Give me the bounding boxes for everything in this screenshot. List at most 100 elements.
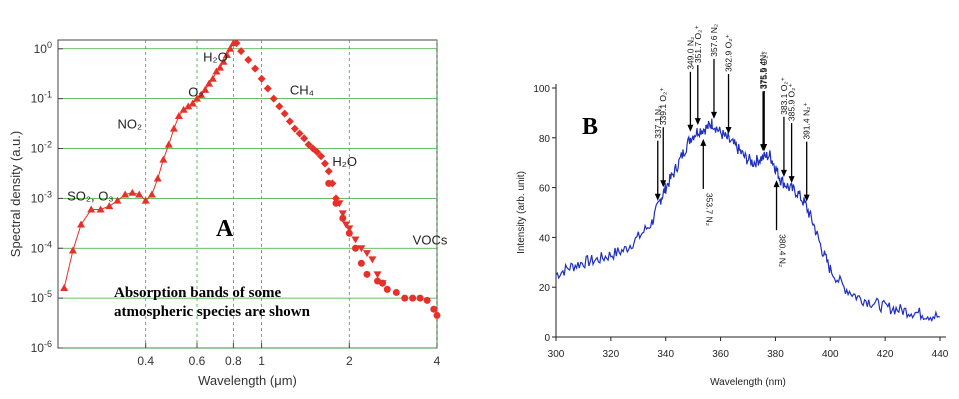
panel-a-circle-point [433, 311, 441, 319]
panel-a-triangle-point [212, 67, 221, 75]
panel-b-arrow-label: 391.4 N₂⁺ [802, 102, 812, 140]
panel-a-diamond-point [320, 159, 329, 168]
panel-b-arrow-label: 380.4 N₂ [778, 234, 788, 267]
panel-a-triangle-point [208, 74, 217, 82]
panel-b-arrow-head [654, 193, 661, 201]
panel-a-annotations: SO₂, O₃ NO₂ O₂ H₂O CH₄ H₂O VOCs [67, 50, 448, 248]
panel-a-diamond-point [295, 129, 304, 138]
panel-a-y-tick-label: 10-1 [31, 90, 52, 106]
panel-a-triangle-point [121, 190, 130, 198]
panel-b-ticks: 300 320 340 360 380 400 420 440 0 20 40 60 80 100 [533, 84, 948, 360]
panel-a-diamond-point [232, 39, 241, 48]
panel-b-arrow-head [803, 194, 810, 202]
panel-b-arrow-label: 357.6 N₂ [709, 24, 719, 57]
panel-a-triangle-down-point [368, 256, 377, 264]
panel-b-x-tick-label: 440 [932, 349, 949, 360]
panel-a-triangle-point [184, 102, 193, 110]
panel-a-note: Absorption bands of some atmospheric spec… [114, 285, 311, 320]
panel-b-y-tick-label: 80 [539, 134, 551, 145]
panel-a-triangle-point [128, 188, 137, 196]
panel-a-x-tick-label: 2 [346, 354, 353, 368]
panel-b-arrow-head [760, 144, 767, 152]
panel-a-diamond-point [280, 109, 289, 118]
panel-a-triangle-point [96, 205, 105, 213]
panel-b-arrow-label: 375.9 O₂⁺ [759, 50, 769, 89]
panel-a-diamond-point [263, 84, 272, 93]
panel-a-triangle-point [226, 44, 235, 52]
panel-b-y-tick-label: 0 [544, 333, 550, 344]
panel-a-y-tick-label: 10-4 [31, 239, 52, 255]
panel-a-triangle-point [216, 63, 225, 71]
panel-a-y-tick-label: 10-5 [31, 289, 52, 305]
panel-a-circle-point [423, 296, 431, 304]
panel-a-diamond-point [324, 167, 333, 176]
panel-a-plot-frame [57, 39, 438, 349]
panel-a-circle-point [401, 294, 409, 302]
panel-a-triangle-point [68, 246, 77, 254]
panel-a-diamond-point [275, 102, 284, 111]
panel-b-arrow-label: 362.9 O₂⁺ [724, 33, 734, 72]
panel-a-circle-point [392, 288, 400, 296]
panel-a-diamond-point [304, 140, 313, 149]
panel-a-y-tick-label: 10-3 [31, 189, 52, 205]
panel-b-x-tick-label: 320 [603, 349, 620, 360]
panel-a-y-tick-label: 10-6 [31, 339, 52, 355]
panel-b-y-tick-label: 100 [533, 84, 550, 95]
panel-b-arrow-head [660, 180, 667, 188]
panel-a-triangle-point [77, 220, 86, 228]
panel-b-x-tick-label: 380 [767, 349, 784, 360]
panel-b-x-tick-label: 340 [657, 349, 674, 360]
panel-a-triangle-point [219, 57, 228, 65]
panel-a-species-label: VOCs [413, 232, 448, 247]
panel-b-arrow-head [773, 180, 780, 188]
panel-a-diamond-point [244, 55, 253, 64]
panel-a-circle-point [363, 270, 371, 278]
panel-b-x-axis-label: Wavelength (nm) [710, 377, 786, 388]
panel-a-diamond-point [237, 47, 246, 56]
panel-a-circle-point [357, 259, 365, 267]
panel-a-circle-point [325, 179, 333, 187]
panel-b-arrow-head [700, 138, 707, 146]
panel-a-diamond-point [251, 64, 260, 73]
panel-a-triangle-down-point [351, 236, 360, 244]
panel-b-arrow-head [694, 118, 701, 126]
panel-a-species-label: SO₂, O₃ [67, 189, 113, 204]
panel-b-x-tick-label: 400 [822, 349, 839, 360]
panel-a: 0.4 0.6 0.8 1 2 410-610-510-410-310-210-1100 … [8, 39, 448, 388]
panel-b-series-line [555, 118, 941, 323]
panel-b-arrow-label: 349.0 N₂ [685, 37, 695, 70]
panel-a-diamond-point [285, 117, 294, 126]
panel-b-arrow-label: 375.5 4N₂ [758, 51, 768, 89]
panel-a-x-tick-label: 0.8 [225, 354, 242, 368]
panel-a-triangle-point [188, 99, 197, 107]
panel-b-y-tick-label: 20 [539, 283, 551, 294]
panel-a-letter: A [216, 216, 234, 242]
panel-a-circle-point [345, 229, 353, 237]
panel-a-marks [60, 39, 441, 319]
panel-a-y-axis-label: Spectral density (a.u.) [8, 131, 23, 257]
panel-a-triangle-down-point [362, 250, 371, 258]
panel-a-diamond-point [300, 134, 309, 143]
panel-a-circle-point [339, 214, 347, 222]
panel-a-triangle-point [201, 85, 210, 93]
panel-b-y-axis-label: Intensity (arb. unit) [516, 171, 527, 254]
panel-a-triangle-point [164, 140, 173, 148]
panel-b-arrow-head [710, 111, 717, 119]
panel-a-triangle-down-point [345, 225, 354, 233]
panel-a-triangle-point [87, 205, 96, 213]
panel-b-arrow-head [687, 124, 694, 132]
panel-b-y-tick-label: 60 [539, 184, 551, 195]
panel-a-triangle-down-point [373, 271, 382, 279]
panel-a-triangle-point [113, 196, 122, 204]
panel-b-axes [555, 84, 946, 338]
panel-a-triangle-point [105, 202, 114, 210]
panel-a-diamond-point [269, 94, 278, 103]
panel-a-grid [58, 40, 438, 349]
panel-a-species-label: CH₄ [290, 83, 314, 98]
panel-a-triangle-point [205, 79, 214, 87]
panel-a-diamond-point [290, 124, 299, 133]
panel-a-triangle-point [197, 90, 206, 98]
panel-a-circle-point [383, 285, 391, 293]
